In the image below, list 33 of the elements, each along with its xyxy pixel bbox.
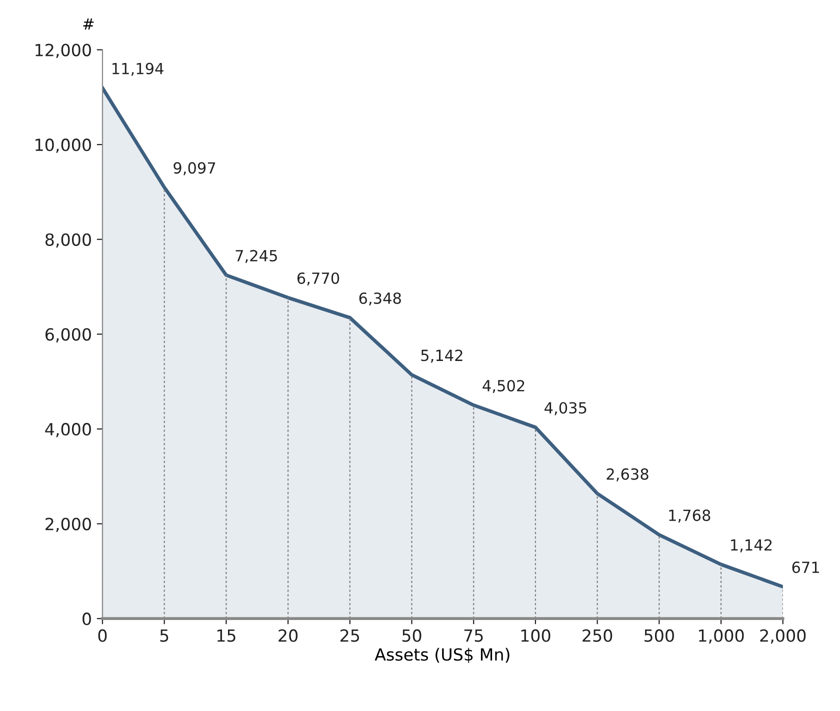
y-tick-label: 6,000 bbox=[46, 328, 91, 342]
x-tick-label: 50 bbox=[402, 629, 422, 642]
x-tick-label: 15 bbox=[217, 630, 236, 642]
y-tick-label: 8,000 bbox=[45, 233, 91, 248]
data-label: 11,194 bbox=[112, 62, 164, 76]
x-tick-label: 25 bbox=[340, 629, 360, 642]
y-tick-label: 0 bbox=[82, 612, 91, 626]
x-tick-label: 100 bbox=[521, 629, 550, 642]
x-tick-label: 20 bbox=[278, 629, 298, 642]
x-tick-label: 2,000 bbox=[760, 629, 806, 644]
data-label: 4,035 bbox=[544, 402, 586, 416]
x-tick-label: 1,000 bbox=[699, 629, 744, 644]
data-label: 1,142 bbox=[731, 539, 772, 552]
data-label: 6,770 bbox=[297, 272, 340, 286]
data-label: 4,502 bbox=[482, 380, 524, 394]
data-label: 7,245 bbox=[236, 250, 277, 264]
x-axis-title: Assets (US$ Mn) bbox=[374, 648, 510, 664]
data-label: 2,638 bbox=[606, 468, 648, 482]
data-label: 9,097 bbox=[174, 162, 216, 176]
y-axis-title: # bbox=[83, 18, 94, 30]
data-label: 1,768 bbox=[669, 510, 710, 523]
y-tick-label: 10,000 bbox=[36, 138, 91, 153]
x-tick-label: 75 bbox=[464, 630, 483, 642]
data-label: 671 bbox=[792, 562, 819, 574]
data-label: 5,142 bbox=[421, 350, 462, 363]
y-tick-label: 12,000 bbox=[36, 44, 91, 58]
x-tick-label: 250 bbox=[582, 629, 612, 642]
x-tick-label: 5 bbox=[160, 630, 168, 642]
y-tick-label: 4,000 bbox=[45, 422, 91, 438]
x-tick-label: 0 bbox=[98, 629, 107, 642]
data-label: 6,348 bbox=[359, 292, 401, 306]
y-tick-label: 2,000 bbox=[46, 518, 91, 532]
x-tick-label: 500 bbox=[644, 629, 674, 642]
